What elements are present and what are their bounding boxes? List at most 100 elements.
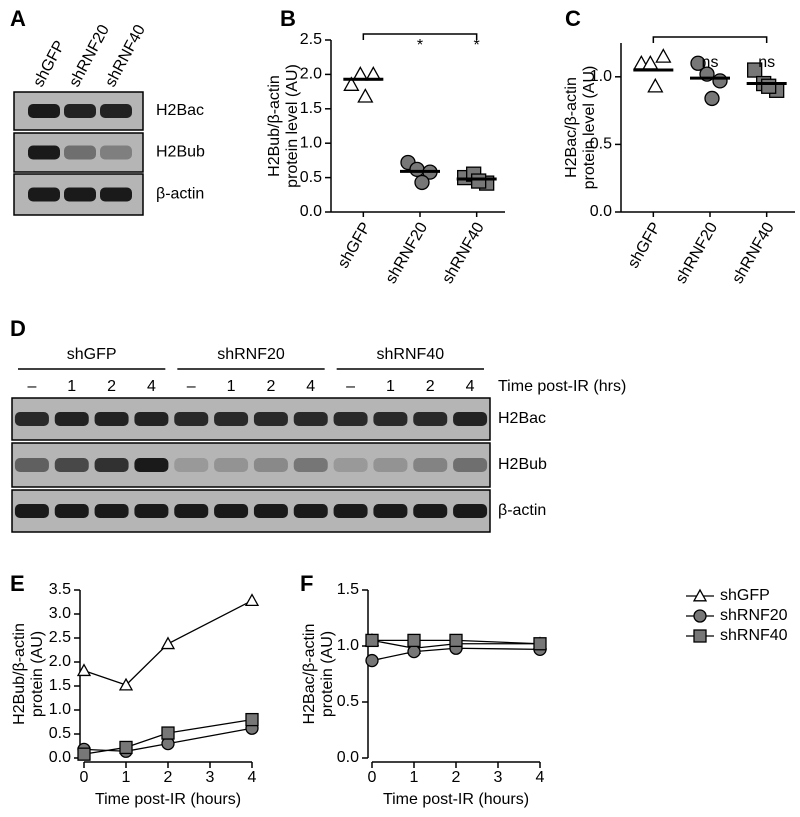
y-tick-label: 1.5 xyxy=(300,100,322,117)
y-tick-label: 1.5 xyxy=(337,581,359,598)
band xyxy=(28,145,60,160)
y-tick-label: 1.0 xyxy=(49,701,71,718)
lane-label: 4 xyxy=(466,378,475,395)
y-axis-label: H2Bac/β-actin xyxy=(563,77,580,178)
lane-label: shGFP xyxy=(30,38,68,90)
blot-strip xyxy=(11,442,491,488)
band xyxy=(14,504,49,518)
band xyxy=(100,145,132,160)
bracket xyxy=(652,36,768,43)
row-label: H2Bub xyxy=(156,144,205,161)
marker xyxy=(76,663,92,677)
marker xyxy=(449,633,463,648)
y-tick-label: 2.5 xyxy=(49,629,71,646)
band xyxy=(333,412,368,426)
marker xyxy=(647,77,664,93)
lane-label: – xyxy=(346,378,355,395)
band xyxy=(100,104,132,118)
legend-label: shGFP xyxy=(720,587,770,604)
x-tick-label: 1 xyxy=(410,769,419,786)
panel-letter: D xyxy=(10,316,26,341)
marker xyxy=(245,712,259,727)
series-line xyxy=(83,599,253,686)
marker xyxy=(690,55,706,71)
x-tick-label: 3 xyxy=(206,769,215,786)
significance-label: * xyxy=(417,37,423,54)
x-tick-label: shRNF40 xyxy=(729,220,778,287)
band xyxy=(14,458,49,472)
row-label: β-actin xyxy=(498,502,546,519)
band xyxy=(293,412,328,426)
y-tick-label: 0.5 xyxy=(590,136,612,153)
row-label: H2Bac xyxy=(156,102,204,119)
x-tick-label: shRNF20 xyxy=(673,220,722,287)
band xyxy=(214,458,249,472)
band xyxy=(453,458,488,472)
band xyxy=(453,412,488,426)
marker xyxy=(244,593,260,607)
panel-letter: A xyxy=(10,6,26,31)
lane-label: 4 xyxy=(147,378,156,395)
marker xyxy=(161,726,175,740)
significance-label: ns xyxy=(758,54,775,71)
x-tick-label: 2 xyxy=(452,769,461,786)
x-tick-label: 1 xyxy=(122,769,131,786)
band xyxy=(174,504,209,518)
band xyxy=(134,458,169,472)
panel-letter: B xyxy=(280,6,296,31)
row-label: β-actin xyxy=(156,186,204,203)
y-tick-label: 2.0 xyxy=(300,66,322,83)
x-tick-label: 2 xyxy=(164,769,173,786)
panel-letter: F xyxy=(300,571,313,596)
lanes-title: Time post-IR (hrs) xyxy=(498,378,626,395)
marker xyxy=(343,76,360,91)
x-tick-label: 0 xyxy=(80,769,89,786)
marker xyxy=(407,644,421,659)
band xyxy=(134,412,169,426)
band xyxy=(253,504,288,518)
lane-label: 1 xyxy=(67,378,76,395)
marker xyxy=(533,637,547,651)
x-axis-label: Time post-IR (hours) xyxy=(95,791,241,808)
series-line xyxy=(371,647,541,662)
marker xyxy=(693,629,707,643)
lane-label: 1 xyxy=(386,378,395,395)
marker xyxy=(118,677,134,691)
x-tick-label: 3 xyxy=(494,769,503,786)
y-tick-label: 1.0 xyxy=(300,134,322,151)
series-line xyxy=(83,718,253,755)
lane-label: 4 xyxy=(306,378,315,395)
marker xyxy=(712,73,728,89)
marker xyxy=(77,747,91,761)
y-tick-label: 0.5 xyxy=(337,693,359,710)
band xyxy=(214,412,249,426)
band xyxy=(54,458,89,472)
marker xyxy=(471,173,487,189)
x-tick-label: shRNF20 xyxy=(383,220,432,287)
lane-label: – xyxy=(187,378,196,395)
group-label: shRNF20 xyxy=(217,346,285,363)
y-tick-label: 2.0 xyxy=(49,653,71,670)
y-tick-label: 0.0 xyxy=(337,749,359,766)
legend-label: shRNF20 xyxy=(720,607,788,624)
panel-letter: E xyxy=(10,571,25,596)
band xyxy=(64,145,96,160)
band xyxy=(28,187,60,202)
legend-label: shRNF40 xyxy=(720,627,788,644)
band xyxy=(64,104,96,118)
blot-strip xyxy=(11,397,491,441)
y-axis-label: H2Bub/β-actin xyxy=(11,623,28,725)
marker xyxy=(365,653,379,668)
y-axis-label: protein level (AU) xyxy=(581,66,598,190)
marker xyxy=(692,588,708,602)
band xyxy=(333,458,368,472)
band xyxy=(28,104,60,118)
band xyxy=(413,458,448,472)
marker xyxy=(365,633,379,648)
y-axis-label: H2Bac/β-actin xyxy=(301,624,318,725)
series-line xyxy=(371,639,540,649)
band xyxy=(373,412,408,426)
significance-label: * xyxy=(474,37,480,54)
